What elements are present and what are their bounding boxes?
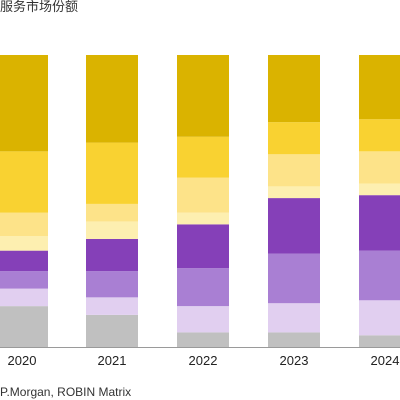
bar-segment-2021-6 [86, 203, 138, 222]
bar-segment-2024-2 [359, 300, 400, 336]
bar-segment-2023-6 [268, 154, 320, 187]
bar-segment-2022-7 [177, 136, 229, 178]
bar-segment-2023-4 [268, 198, 320, 254]
bar-segment-2022-8 [177, 55, 229, 137]
bar-segment-2020-5 [0, 236, 48, 251]
bar-segment-2022-3 [177, 268, 229, 307]
x-tick-label: 2024 [371, 353, 400, 368]
source-note: P.Morgan, ROBIN Matrix [0, 385, 132, 399]
bar-segment-2021-8 [86, 55, 138, 143]
bar-segment-2024-6 [359, 151, 400, 184]
bar-segment-2022-6 [177, 177, 229, 213]
bar-segment-2022-1 [177, 332, 229, 347]
bar-segment-2020-7 [0, 151, 48, 213]
bar-segment-2024-3 [359, 250, 400, 301]
bar-segment-2023-7 [268, 122, 320, 155]
bar-segment-2021-1 [86, 314, 138, 347]
bar-segment-2024-7 [359, 119, 400, 152]
bar-segment-2023-1 [268, 332, 320, 347]
bar-segment-2021-5 [86, 221, 138, 239]
bar-segment-2024-4 [359, 195, 400, 251]
x-tick-label: 2020 [8, 353, 37, 368]
bar-segment-2020-6 [0, 212, 48, 237]
bar-segment-2020-1 [0, 306, 48, 347]
bar-segment-2020-2 [0, 288, 48, 307]
bar-segment-2020-8 [0, 55, 48, 152]
bar-segment-2024-8 [359, 55, 400, 120]
bar-segment-2023-5 [268, 186, 320, 199]
bar-segment-2021-7 [86, 142, 138, 204]
bar-segment-2023-3 [268, 253, 320, 304]
bar-segment-2022-5 [177, 212, 229, 225]
x-tick-label: 2021 [98, 353, 127, 368]
x-tick-label: 2022 [189, 353, 218, 368]
bar-segment-2023-2 [268, 303, 320, 333]
bar-segment-2021-3 [86, 271, 138, 298]
bar-segment-2021-2 [86, 297, 138, 315]
bar-segment-2024-5 [359, 183, 400, 196]
chart-title: 服务市场份额 [0, 0, 79, 15]
x-tick-label: 2023 [280, 353, 309, 368]
bar-segment-2020-3 [0, 271, 48, 289]
bar-segment-2022-2 [177, 306, 229, 333]
bar-segment-2020-4 [0, 250, 48, 272]
bar-segment-2024-1 [359, 335, 400, 347]
bar-segment-2023-8 [268, 55, 320, 123]
bar-segment-2021-4 [86, 238, 138, 272]
bar-segment-2022-4 [177, 224, 229, 269]
